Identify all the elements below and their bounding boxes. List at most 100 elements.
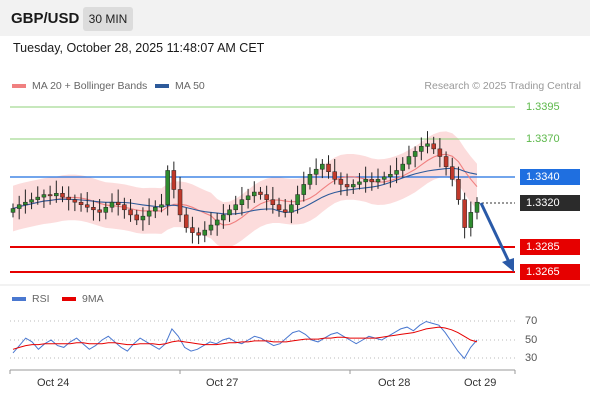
candle-body <box>134 214 139 221</box>
ma20-legend: MA 20 + Bollinger Bands <box>12 80 147 92</box>
ma50-legend-label: MA 50 <box>175 80 205 92</box>
date-label-4: Oct 29 <box>464 377 497 389</box>
symbol-label: GBP/USD <box>11 10 80 27</box>
candle-body <box>41 194 47 198</box>
candle-body <box>190 227 195 233</box>
rsi-legend-label: RSI <box>32 293 50 305</box>
candle-body <box>23 201 28 205</box>
candle-body <box>320 163 325 170</box>
candle-body <box>351 184 356 188</box>
candle-body <box>357 181 362 185</box>
level-s1: 1.3285 <box>520 239 580 255</box>
candle-body <box>221 214 226 221</box>
candle-body <box>406 156 412 165</box>
candle-body <box>437 148 443 157</box>
candle-body <box>97 209 102 213</box>
candle-body <box>313 168 319 175</box>
candle-body <box>282 209 288 213</box>
rsi-tick-70: 70 <box>525 315 538 327</box>
candle-body <box>16 204 22 209</box>
candle-body <box>66 196 71 200</box>
candle-body <box>171 170 177 190</box>
candle-body <box>227 209 232 216</box>
candle-body <box>394 170 399 175</box>
rsi-swatch <box>12 297 26 301</box>
candle-body <box>60 193 65 198</box>
candle-body <box>456 179 461 200</box>
candle-body <box>289 204 294 213</box>
level-last: 1.3320 <box>520 195 580 211</box>
candle-body <box>29 199 34 203</box>
rsi-ma-legend-label: 9MA <box>82 293 104 305</box>
candle-body <box>140 215 146 221</box>
candle-body <box>419 146 424 152</box>
candle-body <box>109 201 115 208</box>
candle-body <box>78 201 84 205</box>
candle-body <box>202 229 208 236</box>
ma50-swatch <box>155 84 169 88</box>
candle-body <box>103 207 109 213</box>
rsi-legend: RSI <box>12 293 50 305</box>
candle-body <box>128 209 133 216</box>
candle-body <box>264 194 269 200</box>
candle-body <box>425 143 430 147</box>
candle-body <box>153 207 158 212</box>
rsi-ma-line <box>12 326 478 350</box>
candle-body <box>54 193 59 197</box>
candle-body <box>47 194 53 197</box>
candle-body <box>208 224 214 231</box>
candle-body <box>177 189 183 216</box>
level-r2: 1.3395 <box>526 101 560 113</box>
timeframe-button[interactable]: 30 MIN <box>83 7 133 31</box>
candle-body <box>239 199 245 205</box>
candle-body <box>252 191 257 197</box>
candle-body <box>115 201 121 205</box>
candle-body <box>412 151 418 157</box>
candle-body <box>84 204 90 208</box>
level-r1: 1.3370 <box>526 133 560 145</box>
chart-header: GBP/USD 30 MIN <box>0 0 590 36</box>
rsi-ma-swatch <box>62 297 76 301</box>
date-label-3: Oct 28 <box>378 377 411 389</box>
forecast-arrowhead <box>502 258 514 272</box>
candle-body <box>301 184 307 195</box>
ma50-line <box>12 167 478 215</box>
candle-body <box>344 184 350 188</box>
candle-body <box>307 174 313 185</box>
candle-body <box>72 199 78 203</box>
candle-body <box>258 191 263 195</box>
timestamp-text: Tuesday, October 28, 2025 11:48:07 AM CE… <box>13 41 265 55</box>
level-s2: 1.3265 <box>520 264 580 280</box>
copyright-text: Research © 2025 Trading Central <box>424 80 581 92</box>
candle-body <box>91 207 96 211</box>
date-label-2: Oct 27 <box>206 377 239 389</box>
candle-body <box>468 212 474 228</box>
rsi-tick-50: 50 <box>525 334 538 346</box>
candle-body <box>431 143 436 150</box>
candle-body <box>122 204 127 211</box>
candle-body <box>338 179 344 185</box>
candle-body <box>214 219 220 226</box>
ma20-swatch <box>12 84 26 88</box>
level-pivot: 1.3340 <box>520 169 580 185</box>
date-label-1: Oct 24 <box>37 377 70 389</box>
candle-body <box>400 163 406 171</box>
candle-body <box>363 179 368 183</box>
candle-body <box>381 176 387 180</box>
candle-body <box>326 163 331 172</box>
candle-body <box>196 232 201 236</box>
candle-body <box>443 156 449 167</box>
bollinger-band <box>13 131 477 248</box>
candle-body <box>450 166 455 180</box>
candle-body <box>183 214 189 228</box>
ma20-line <box>12 153 478 226</box>
rsi-tick-30: 30 <box>525 352 538 364</box>
candle-body <box>375 179 381 183</box>
candle-body <box>295 194 300 205</box>
candle-body <box>146 210 152 217</box>
candle-body <box>332 171 337 180</box>
candle-body <box>462 199 467 228</box>
candle-body <box>474 201 480 213</box>
candle-body <box>369 179 375 183</box>
candle-body <box>245 195 251 200</box>
